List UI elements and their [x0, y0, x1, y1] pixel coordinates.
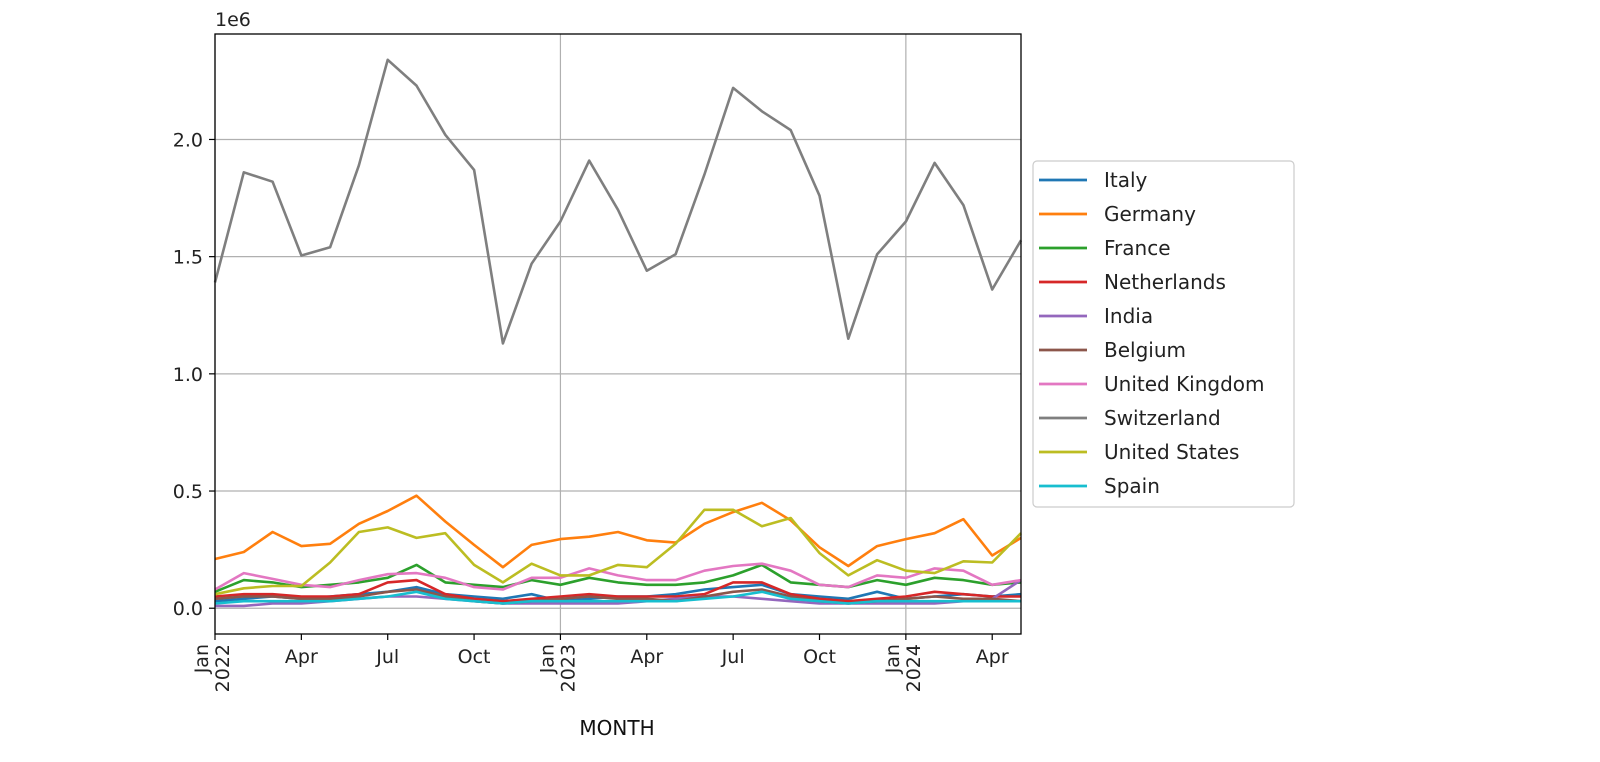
x-axis-label: MONTH [579, 716, 654, 740]
series-line-netherlands [214, 578, 1021, 603]
y-axis-offset-label: 1e6 [215, 9, 251, 31]
plot-area-frame [214, 33, 1022, 635]
legend-label-united-kingdom: United Kingdom [1104, 372, 1265, 396]
y-tick-label: 0.5 [173, 481, 203, 503]
x-tick-year-label: 2022 [212, 644, 234, 692]
legend-label-germany: Germany [1104, 202, 1196, 226]
y-tick-label: 0.0 [173, 598, 203, 620]
legend: Italy Germany France Netherlands India Belgiu… [1032, 160, 1295, 508]
x-tick-label: Jul [721, 646, 745, 668]
legend-label-belgium: Belgium [1104, 338, 1186, 362]
legend-label-france: France [1104, 236, 1171, 260]
x-tick-label: Jan [536, 644, 558, 674]
legend-label-india: India [1104, 304, 1153, 328]
series-line-switzerland [213, 58, 1023, 345]
legend-label-switzerland: Switzerland [1104, 406, 1221, 430]
x-tick-label: Oct [458, 646, 491, 668]
x-tick-year-label: 2023 [557, 644, 579, 692]
y-tick-label: 2.0 [173, 129, 203, 151]
x-tick-label: Jul [375, 646, 399, 668]
series-lines [213, 58, 1023, 608]
y-tick-label: 1.5 [173, 247, 203, 269]
x-tick-label: Jan [191, 644, 213, 674]
legend-label-italy: Italy [1104, 168, 1148, 192]
y-tick-label: 1.0 [173, 364, 203, 386]
series-line-united-states [214, 508, 1022, 596]
series-line-spain [214, 590, 1021, 605]
x-tick-label: Apr [976, 646, 1009, 668]
y-axis-ticks: 0.0 0.5 1.0 1.5 2.0 [173, 129, 215, 620]
x-tick-year-label: 2024 [903, 644, 925, 692]
legend-label-united-states: United States [1104, 440, 1239, 464]
x-axis-ticks: Jan 2022 Apr Jul Oct Jan 2023 Apr Jul Oct Jan 2024 A… [191, 634, 1009, 692]
legend-label-spain: Spain [1104, 474, 1160, 498]
series-line-united-kingdom [214, 562, 1022, 591]
x-tick-label: Apr [630, 646, 663, 668]
legend-entries: Italy Germany France Netherlands India Belgiu… [1039, 168, 1265, 498]
x-tick-label: Jan [882, 644, 904, 674]
legend-label-netherlands: Netherlands [1104, 270, 1226, 294]
series-line-germany [214, 494, 1022, 569]
grid [214, 34, 1021, 634]
x-tick-label: Oct [803, 646, 836, 668]
legend-box [1032, 160, 1295, 508]
x-tick-label: Apr [285, 646, 318, 668]
